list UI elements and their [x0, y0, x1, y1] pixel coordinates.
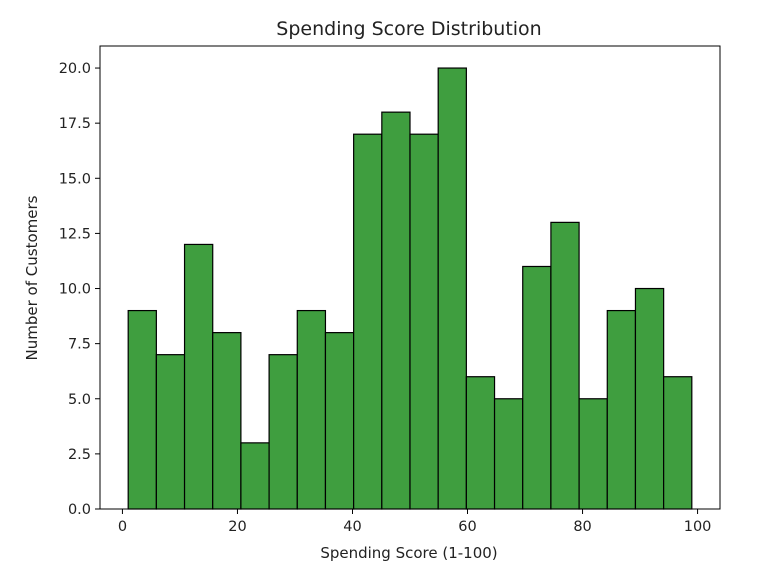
- y-tick-label: 0.0: [68, 502, 91, 518]
- y-tick-label: 10.0: [59, 282, 91, 298]
- x-tick-label: 20: [228, 519, 246, 535]
- histogram-bar: [240, 442, 270, 510]
- x-tick-label: 40: [343, 519, 361, 535]
- histogram-bar: [183, 243, 214, 510]
- histogram-bar: [522, 265, 552, 510]
- histogram-bar: [606, 309, 637, 510]
- y-tick-label: 12.5: [59, 226, 91, 242]
- histogram-bar: [634, 287, 665, 510]
- histogram-bar: [493, 398, 524, 510]
- histogram-bar: [437, 67, 467, 510]
- histogram-bar: [465, 376, 496, 510]
- x-tick-label: 80: [573, 519, 591, 535]
- histogram-bar: [324, 332, 355, 510]
- y-axis-label: Number of Customers: [23, 195, 41, 360]
- histogram-bar: [381, 111, 411, 510]
- x-axis-ticks: 0 20 40 60 80 100: [118, 509, 712, 535]
- bars-group: [127, 67, 693, 510]
- x-tick-label: 100: [684, 519, 712, 535]
- y-tick-label: 5.0: [68, 392, 91, 408]
- y-tick-label: 2.5: [68, 447, 91, 463]
- histogram-bar: [353, 133, 383, 510]
- y-tick-label: 20.0: [59, 61, 91, 77]
- histogram-bar: [212, 332, 242, 510]
- histogram-bar: [409, 133, 439, 510]
- histogram-bar: [663, 376, 693, 510]
- chart-title: Spending Score Distribution: [276, 18, 541, 40]
- histogram-bar: [127, 309, 157, 510]
- y-axis-ticks: 0.0 2.5 5.0 7.5 10.0 12.5 15.0 17.5 20.0: [59, 61, 100, 518]
- x-tick-label: 60: [458, 519, 476, 535]
- plot-frame: [99, 45, 721, 510]
- histogram-bar: [296, 309, 327, 510]
- histogram-bar: [578, 398, 608, 510]
- x-tick-label: 0: [118, 519, 127, 535]
- y-tick-label: 7.5: [68, 337, 91, 353]
- x-axis-label: Spending Score (1-100): [320, 544, 497, 562]
- histogram-bar: [550, 221, 580, 510]
- y-tick-label: 17.5: [59, 116, 91, 132]
- histogram-bar: [268, 354, 298, 510]
- y-tick-label: 15.0: [59, 171, 91, 187]
- histogram-bar: [155, 354, 186, 510]
